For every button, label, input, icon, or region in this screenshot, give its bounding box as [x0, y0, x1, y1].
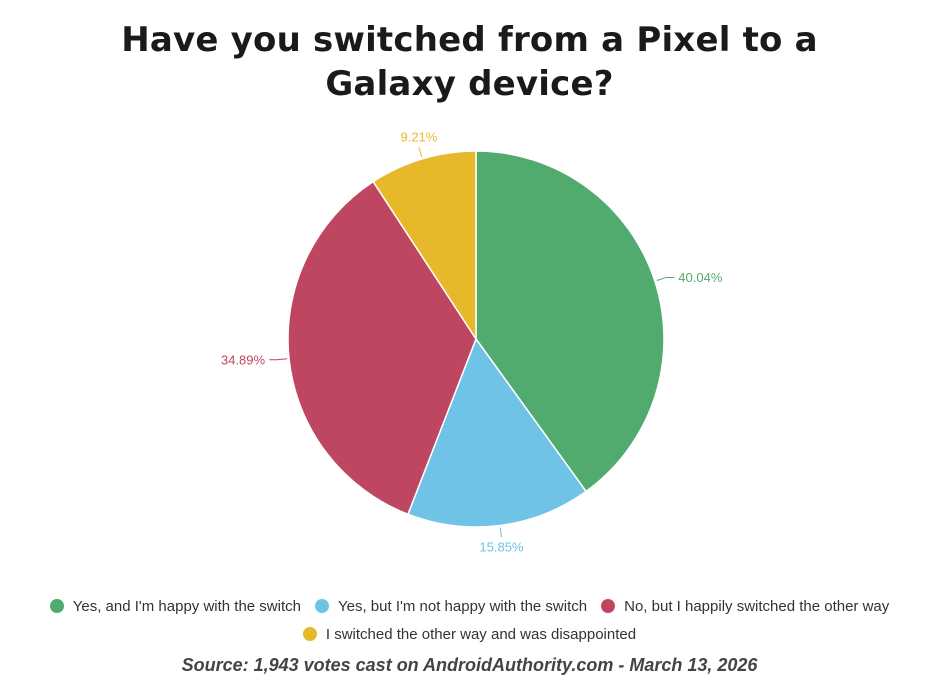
pie-slice-happy-switch[interactable] — [475, 150, 665, 493]
legend-item-happy-switch[interactable]: Yes, and I'm happy with the switch — [49, 597, 301, 615]
legend-swatch-icon — [601, 599, 616, 613]
legend-label: No, but I happily switched the other way — [624, 597, 890, 615]
legend-label: I switched the other way and was disappo… — [325, 625, 637, 643]
pie-leader-line — [499, 527, 502, 538]
legend-row-2: I switched the other way and was disappo… — [0, 620, 939, 648]
pie-data-label-disappointed-other-way: 9.21% — [400, 129, 437, 144]
pie-data-label-unhappy-switch: 15.85% — [479, 539, 524, 554]
legend-swatch-icon — [315, 599, 329, 613]
pie-slice-happy-other-way[interactable] — [287, 180, 477, 516]
legend-row-1: Yes, and I'm happy with the switch Yes, … — [0, 592, 939, 620]
legend-item-happy-other-way[interactable]: No, but I happily switched the other way — [601, 598, 889, 615]
source-note: Source: 1,943 votes cast on AndroidAutho… — [181, 655, 758, 675]
pie-data-label-happy-switch: 40.04% — [678, 270, 723, 285]
legend: Yes, and I'm happy with the switch Yes, … — [0, 592, 939, 648]
legend-swatch-icon — [49, 599, 64, 613]
pie-slice-disappointed-other-way[interactable] — [372, 150, 477, 342]
pie-leader-line — [418, 147, 423, 158]
legend-item-unhappy-switch[interactable]: Yes, but I'm not happy with the switch — [315, 598, 587, 615]
pie-leader-line — [656, 276, 675, 282]
pie-chart: 40.04% 15.85% 34.89% 9.21% — [221, 129, 723, 554]
chart-title-line-2: Galaxy device? — [325, 64, 614, 104]
chart-title-line-1: Have you switched from a Pixel to a — [121, 20, 818, 60]
pie-slices — [287, 150, 665, 528]
pie-data-label-happy-other-way: 34.89% — [221, 352, 266, 367]
pie-leader-line — [269, 358, 288, 361]
pie-labels: 40.04% 15.85% 34.89% 9.21% — [221, 129, 723, 554]
pie-slice-unhappy-switch[interactable] — [406, 337, 588, 528]
legend-label: Yes, and I'm happy with the switch — [72, 597, 301, 615]
legend-item-disappointed-other-way[interactable]: I switched the other way and was disappo… — [302, 625, 637, 643]
legend-label: Yes, but I'm not happy with the switch — [338, 597, 588, 615]
legend-swatch-icon — [302, 627, 317, 641]
chart-title: Have you switched from a Pixel to a Gala… — [0, 18, 939, 106]
